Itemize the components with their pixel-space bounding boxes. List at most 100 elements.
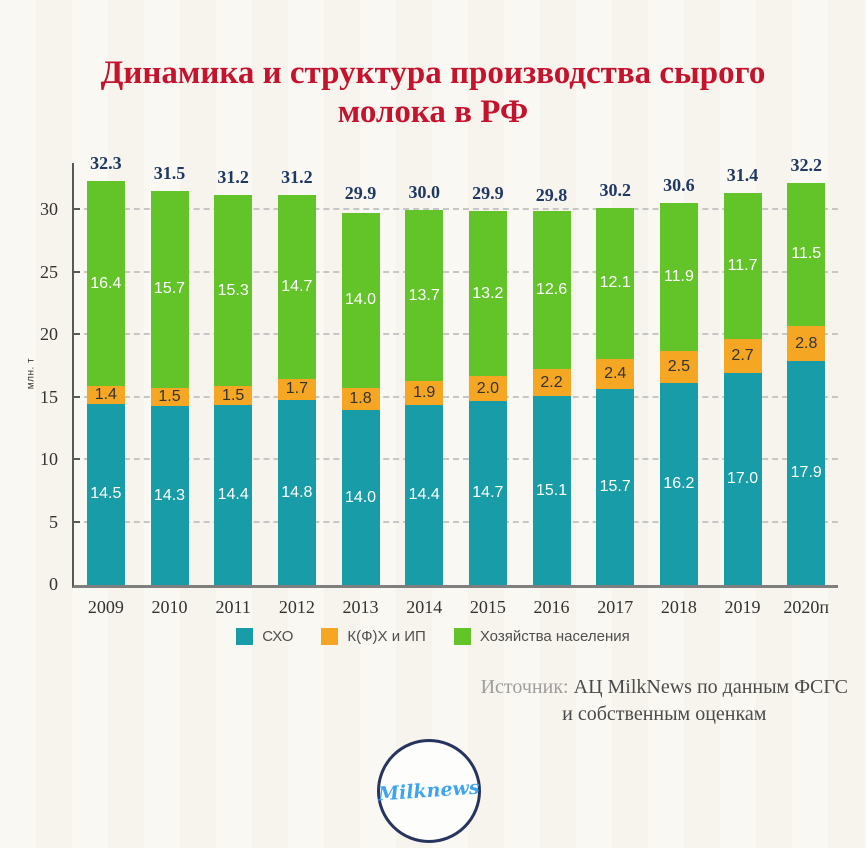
segment-value: 11.9: [663, 267, 694, 285]
segment-value: 14.3: [153, 486, 186, 504]
x-axis-label: 2016: [533, 597, 570, 617]
x-axis-label: 2019: [724, 597, 761, 617]
bar-segment: 14.4: [405, 405, 444, 585]
total-label: 29.9: [472, 183, 504, 204]
total-label: 30.2: [599, 179, 631, 200]
segment-value: 1.5: [222, 386, 245, 404]
bar-segment: 14.8: [277, 400, 316, 585]
bar-2017: 15.7 2.4 12.1 30.2 2017: [583, 163, 647, 617]
legend-label-kfh: К(Ф)Х и ИП: [347, 628, 426, 645]
stacked-bar: 17.0 2.7 11.7: [723, 192, 762, 585]
bar-2016: 15.1 2.2 12.6 29.8 2016: [520, 163, 584, 617]
segment-value: 14.4: [408, 486, 440, 503]
bar-segment: 15.7: [150, 191, 189, 388]
bar-segment: 14.7: [468, 401, 507, 585]
bar-segment: 2.8: [787, 326, 826, 362]
bar-segment: 13.7: [405, 210, 444, 382]
bar-2012: 14.8 1.7 14.7 31.2 2012: [265, 163, 329, 617]
bar-2018: 16.2 2.5 11.9 30.6 2018: [647, 163, 711, 617]
bar-segment: 1.5: [150, 387, 189, 407]
total-label: 32.2: [790, 154, 822, 175]
legend-swatch-kfh: [321, 628, 339, 645]
bar-2020п: 17.9 2.8 11.5 32.2 2020п: [774, 155, 838, 618]
y-axis-label: 30: [40, 199, 58, 219]
segment-value: 11.5: [791, 245, 822, 263]
total-label: 29.9: [344, 183, 377, 204]
total-label: 31.4: [726, 164, 759, 185]
segment-value: 16.4: [90, 274, 122, 292]
y-axis-tick: [74, 270, 80, 273]
segment-value: 1.4: [94, 386, 117, 403]
bar-segment: 12.6: [532, 211, 571, 369]
segment-value: 2.4: [604, 364, 627, 382]
y-axis-label: 10: [40, 449, 58, 469]
bar-segment: 11.7: [723, 192, 762, 339]
bar-segment: 2.0: [468, 376, 507, 402]
bar-segment: 17.0: [723, 372, 762, 585]
bar-segment: 1.7: [277, 378, 316, 400]
bar-segment: 16.2: [659, 382, 698, 585]
plot-area: 14.5 1.4 16.4 32.3 2009 14.3 1.5 15.7 31.5 2010 14…: [72, 153, 838, 618]
segment-value: 1.9: [413, 384, 436, 402]
total-label: 31.2: [217, 167, 249, 187]
y-axis-tick: [74, 395, 80, 398]
bar-2019: 17.0 2.7 11.7 31.4 2019: [711, 163, 775, 617]
segment-value: 2.7: [731, 346, 754, 364]
y-axis-tick: [74, 458, 80, 460]
total-label: 29.8: [535, 184, 568, 205]
bar-2013: 14.0 1.8 14.0 29.9 2013: [329, 163, 393, 617]
y-axis-label: 5: [49, 511, 58, 532]
bar-segment: 14.0: [341, 410, 380, 585]
total-label: 31.5: [153, 163, 186, 184]
x-axis-label: 2017: [597, 597, 634, 617]
bar-segment: 2.2: [532, 368, 571, 397]
gridline: [74, 333, 838, 335]
gridline: [74, 395, 838, 398]
segment-value: 15.7: [599, 477, 631, 495]
stacked-bar: 15.1 2.2 12.6: [532, 211, 571, 585]
milknews-logo-text: Milknews: [377, 776, 481, 806]
bar-segment: 11.5: [787, 182, 826, 327]
y-axis-tick: [74, 520, 80, 523]
legend-item-kfh: К(Ф)Х и ИП: [321, 628, 426, 645]
segment-value: 1.5: [158, 387, 181, 405]
source-note: Источник: АЦ MilkNews по данным ФСГС и с…: [481, 674, 848, 728]
total-label: 32.3: [90, 153, 122, 174]
segment-value: 2.5: [667, 357, 690, 375]
x-axis-label: 2018: [660, 597, 697, 617]
y-axis-tick: [74, 333, 80, 335]
source-line2: и собственным оценкам: [562, 703, 767, 725]
bar-2015: 14.7 2.0 13.2 29.9 2015: [456, 163, 520, 617]
bar-segment: 2.5: [659, 351, 698, 383]
segment-value: 11.7: [727, 256, 758, 274]
segment-value: 2.8: [795, 334, 818, 352]
bar-segment: 1.5: [214, 386, 253, 405]
source-text1: АЦ MilkNews по данным ФСГС: [573, 676, 848, 698]
segment-value: 14.7: [472, 484, 504, 502]
x-axis-label: 2020п: [783, 597, 830, 617]
bar-segment: 14.7: [277, 195, 316, 379]
x-axis-label: 2012: [278, 597, 315, 617]
legend-label-hoz: Хозяйства населения: [479, 628, 630, 645]
bar-segment: 14.0: [341, 212, 380, 388]
bar-segment: 2.7: [723, 338, 762, 373]
segment-value: 16.2: [663, 474, 695, 492]
gridline: [74, 270, 838, 273]
segment-value: 12.1: [599, 274, 631, 292]
bar-segment: 14.5: [86, 403, 125, 585]
bar-segment: 16.4: [86, 181, 125, 387]
y-axis-labels: 0 5 10 15 20 25 30: [0, 163, 58, 594]
x-axis-label: 2014: [406, 597, 443, 617]
y-axis-label: 0: [49, 574, 58, 594]
bar-segment: 1.9: [405, 381, 444, 405]
bar-segment: 15.1: [532, 396, 571, 585]
stacked-bar: 14.0 1.8 14.0: [341, 212, 380, 585]
bar-segment: 13.2: [468, 211, 507, 377]
segment-value: 14.4: [217, 486, 249, 503]
gridline: [74, 520, 838, 523]
stacked-bar: 14.4 1.5 15.3: [214, 195, 253, 585]
segment-value: 14.7: [281, 277, 313, 295]
legend-item-hoz: Хозяйства населения: [453, 628, 630, 645]
gridline: [74, 208, 838, 210]
